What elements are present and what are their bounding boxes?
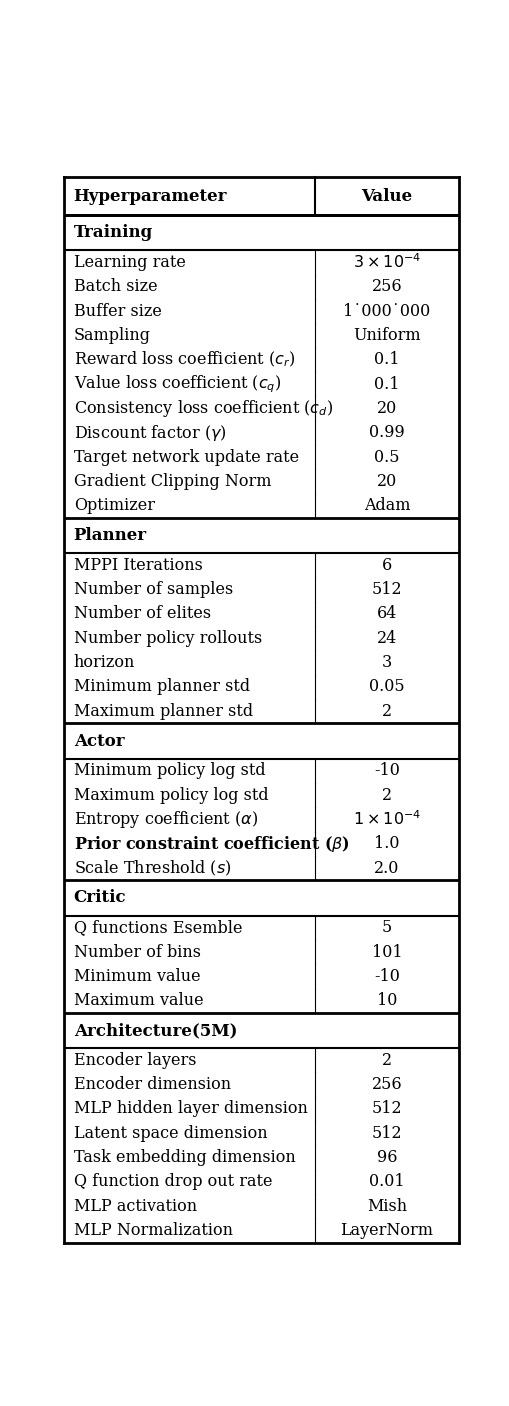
Text: Value: Value xyxy=(360,188,412,205)
Text: Architecture(5M): Architecture(5M) xyxy=(73,1022,237,1039)
Text: MLP hidden layer dimension: MLP hidden layer dimension xyxy=(73,1101,307,1118)
Text: 20: 20 xyxy=(376,472,396,489)
Text: Consistency loss coefficient ($c_d$): Consistency loss coefficient ($c_d$) xyxy=(73,398,332,419)
Text: Target network update rate: Target network update rate xyxy=(73,449,298,465)
Text: Gradient Clipping Norm: Gradient Clipping Norm xyxy=(73,472,271,489)
Text: 101: 101 xyxy=(371,943,402,960)
Text: 512: 512 xyxy=(371,1125,402,1142)
Text: 256: 256 xyxy=(371,278,402,295)
Text: 512: 512 xyxy=(371,581,402,598)
Text: Minimum value: Minimum value xyxy=(73,967,200,984)
Text: Uniform: Uniform xyxy=(352,328,420,344)
Text: Number policy rollouts: Number policy rollouts xyxy=(73,630,261,647)
Text: Maximum value: Maximum value xyxy=(73,993,203,1010)
Text: 2: 2 xyxy=(381,703,391,720)
Text: Sampling: Sampling xyxy=(73,328,150,344)
Text: 2: 2 xyxy=(381,786,391,804)
Text: Maximum planner std: Maximum planner std xyxy=(73,703,252,720)
Text: Discount factor ($\gamma$): Discount factor ($\gamma$) xyxy=(73,423,226,443)
Text: Planner: Planner xyxy=(73,527,147,544)
Text: Minimum policy log std: Minimum policy log std xyxy=(73,762,265,779)
Text: -10: -10 xyxy=(373,967,399,984)
Text: MLP activation: MLP activation xyxy=(73,1198,196,1215)
Text: Buffer size: Buffer size xyxy=(73,302,161,319)
Text: 6: 6 xyxy=(381,557,391,574)
Text: Actor: Actor xyxy=(73,733,124,749)
Text: Batch size: Batch size xyxy=(73,278,157,295)
Text: Value loss coefficient ($c_q$): Value loss coefficient ($c_q$) xyxy=(73,374,280,395)
Text: 64: 64 xyxy=(376,606,397,623)
Text: 512: 512 xyxy=(371,1101,402,1118)
Text: $3 \times 10^{-4}$: $3 \times 10^{-4}$ xyxy=(352,253,420,271)
Text: $1 \times 10^{-4}$: $1 \times 10^{-4}$ xyxy=(352,810,420,828)
Text: -10: -10 xyxy=(373,762,399,779)
Text: 0.5: 0.5 xyxy=(374,449,399,465)
Text: Adam: Adam xyxy=(363,498,409,515)
Text: 1.0: 1.0 xyxy=(374,835,399,852)
Text: Hyperparameter: Hyperparameter xyxy=(73,188,227,205)
Text: 2: 2 xyxy=(381,1052,391,1069)
Text: 1˙000˙000: 1˙000˙000 xyxy=(343,302,430,319)
Text: Mish: Mish xyxy=(366,1198,406,1215)
Text: Encoder layers: Encoder layers xyxy=(73,1052,196,1069)
Text: 0.99: 0.99 xyxy=(369,425,404,441)
Text: 5: 5 xyxy=(381,920,391,936)
Text: Number of bins: Number of bins xyxy=(73,943,200,960)
Text: MLP Normalization: MLP Normalization xyxy=(73,1222,232,1239)
Text: 0.1: 0.1 xyxy=(374,375,399,392)
Text: 10: 10 xyxy=(376,993,397,1010)
Text: Prior constraint coefficient ($\beta$): Prior constraint coefficient ($\beta$) xyxy=(73,834,349,853)
Text: Q function drop out rate: Q function drop out rate xyxy=(73,1174,272,1191)
Text: 0.01: 0.01 xyxy=(369,1174,404,1191)
Text: Training: Training xyxy=(73,224,153,242)
Text: Minimum planner std: Minimum planner std xyxy=(73,679,249,696)
Text: 3: 3 xyxy=(381,654,391,671)
Text: horizon: horizon xyxy=(73,654,135,671)
Text: MPPI Iterations: MPPI Iterations xyxy=(73,557,202,574)
Text: Reward loss coefficient ($c_r$): Reward loss coefficient ($c_r$) xyxy=(73,350,295,370)
Text: Scale Threshold ($s$): Scale Threshold ($s$) xyxy=(73,859,231,877)
Text: Entropy coefficient ($\alpha$): Entropy coefficient ($\alpha$) xyxy=(73,808,258,830)
Text: Q functions Esemble: Q functions Esemble xyxy=(73,920,242,936)
Text: 0.1: 0.1 xyxy=(374,352,399,368)
Text: 0.05: 0.05 xyxy=(369,679,404,696)
Text: Maximum policy log std: Maximum policy log std xyxy=(73,786,268,804)
Text: 2.0: 2.0 xyxy=(374,859,399,876)
Text: 256: 256 xyxy=(371,1076,402,1092)
Text: Optimizer: Optimizer xyxy=(73,498,154,515)
Text: Latent space dimension: Latent space dimension xyxy=(73,1125,267,1142)
Text: 20: 20 xyxy=(376,399,396,418)
Text: LayerNorm: LayerNorm xyxy=(340,1222,433,1239)
Text: Critic: Critic xyxy=(73,890,126,907)
Text: Number of elites: Number of elites xyxy=(73,606,210,623)
Text: Learning rate: Learning rate xyxy=(73,254,185,271)
Text: Encoder dimension: Encoder dimension xyxy=(73,1076,230,1092)
Text: Task embedding dimension: Task embedding dimension xyxy=(73,1149,295,1166)
Text: 96: 96 xyxy=(376,1149,397,1166)
Text: Number of samples: Number of samples xyxy=(73,581,233,598)
Text: 24: 24 xyxy=(376,630,396,647)
